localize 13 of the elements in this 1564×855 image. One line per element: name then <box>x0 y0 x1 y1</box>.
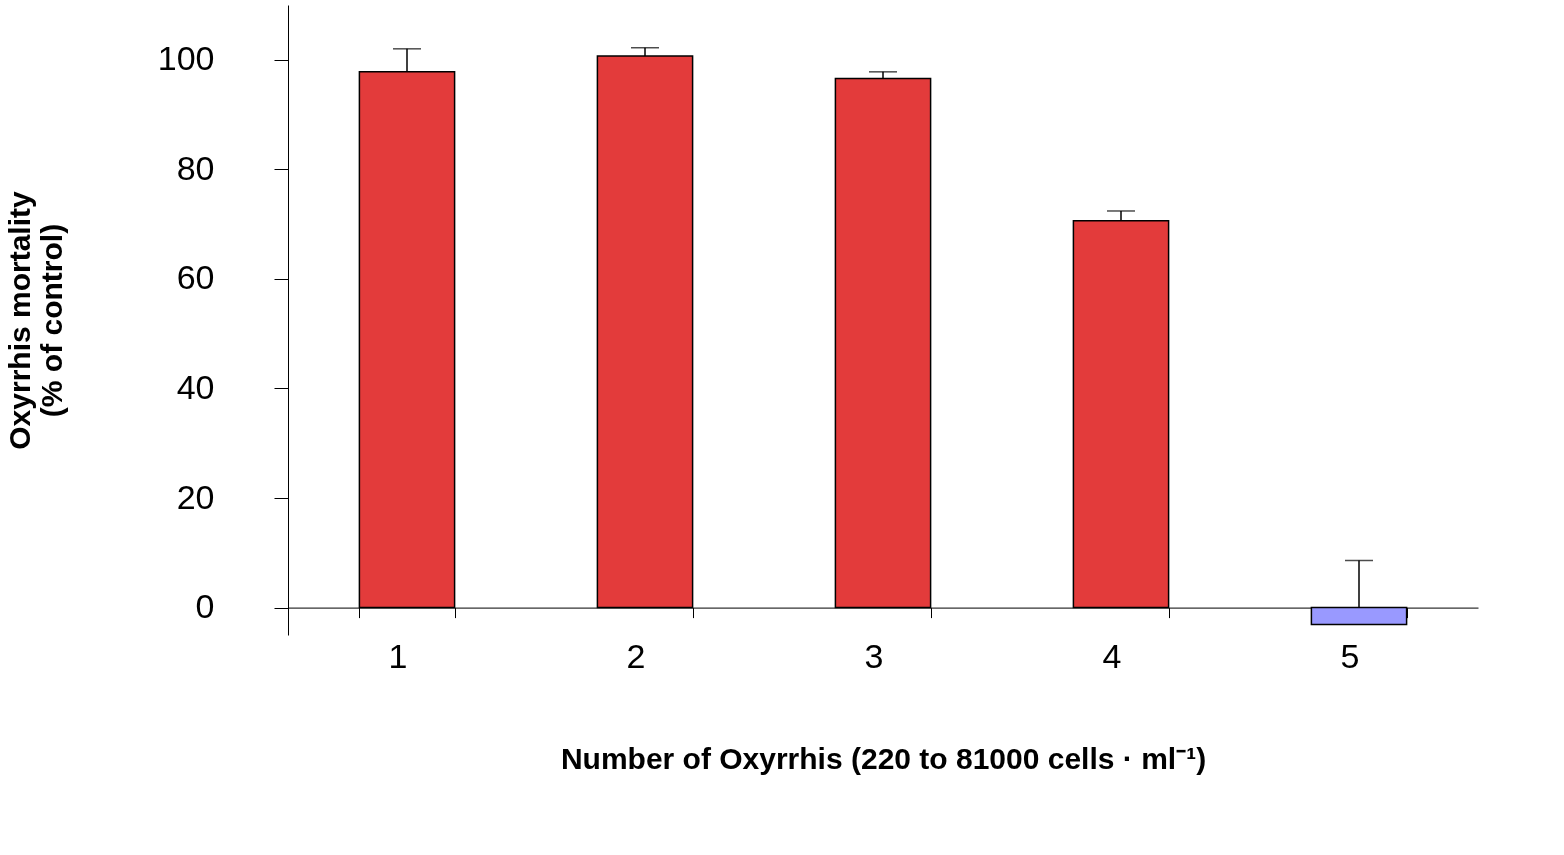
y-tick-label: 80 <box>176 148 215 187</box>
x-tick-label: 5 <box>1340 637 1360 676</box>
x-tick-label: 3 <box>864 637 884 676</box>
y-tick-label: 20 <box>176 477 215 516</box>
y-tick-label: 100 <box>157 39 215 78</box>
x-tick-label: 1 <box>388 637 408 676</box>
y-tick-label: 60 <box>176 258 215 297</box>
x-tick-label: 2 <box>626 637 646 676</box>
y-tick-label: 40 <box>176 367 215 406</box>
x-tick-label: 4 <box>1102 637 1122 676</box>
y-tick-label: 0 <box>195 587 215 626</box>
y-axis-title: Oxyrrhis mortality (% of control) <box>2 190 68 450</box>
x-axis-title: Number of Oxyrrhis (220 to 81000 cells · ml⁻¹) <box>560 742 1207 776</box>
